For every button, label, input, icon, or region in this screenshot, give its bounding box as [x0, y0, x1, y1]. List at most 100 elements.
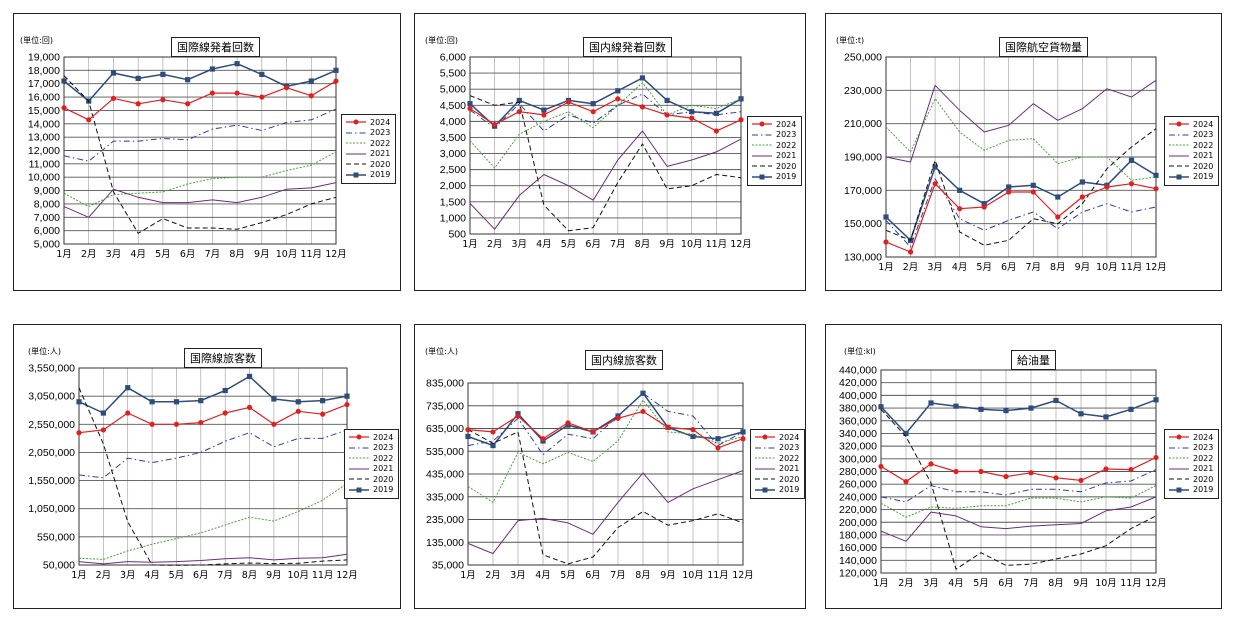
data-point-2019 [883, 214, 889, 220]
y-tick-label: 12,000 [28, 145, 60, 157]
legend-swatch-2019 [1169, 174, 1189, 180]
data-point-2024 [61, 105, 67, 111]
data-point-2019 [640, 390, 646, 396]
data-point-2024 [1006, 189, 1012, 195]
series-line-2023 [880, 469, 1157, 503]
legend-item-2024: 2024 [346, 117, 391, 128]
y-tick-label: 5,000 [34, 239, 60, 251]
legend-swatch-2022 [1169, 457, 1189, 459]
data-point-2024 [160, 97, 166, 103]
x-tick-label: 2月 [485, 570, 501, 581]
y-tick-label: 380,000 [839, 403, 877, 415]
legend-item-2022: 2022 [755, 453, 800, 464]
data-point-2019 [932, 164, 938, 170]
data-point-2024 [541, 112, 547, 118]
data-point-2019 [110, 70, 117, 76]
legend-label: 2019 [1193, 485, 1214, 495]
data-point-2024 [981, 204, 987, 210]
data-point-2019 [1055, 194, 1061, 200]
series-line-2023 [469, 93, 742, 132]
series-line-2021 [467, 470, 744, 555]
y-tick-label: 2,550,000 [28, 419, 75, 431]
legend-item-2023: 2023 [752, 130, 797, 141]
data-point-2024 [1103, 466, 1109, 472]
data-point-2019 [173, 399, 180, 405]
x-tick-label: 9月 [254, 249, 270, 260]
x-tick-label: 4月 [536, 239, 552, 250]
y-tick-label: 435,000 [426, 469, 464, 481]
legend-item-2023: 2023 [1169, 130, 1214, 141]
data-point-2024 [1003, 473, 1009, 480]
legend-label: 2023 [370, 128, 391, 138]
data-point-2019 [1053, 397, 1059, 404]
legend-label: 2024 [373, 432, 394, 442]
data-point-2024 [740, 436, 746, 442]
legend-swatch-2023 [1169, 134, 1189, 136]
x-tick-label: 3月 [106, 249, 122, 260]
legend-swatch-2021 [752, 155, 772, 157]
data-point-2019 [246, 373, 253, 380]
y-tick-label: 16,000 [28, 92, 60, 104]
unit-label: (単位:回) [425, 36, 458, 45]
x-tick-label: 6月 [585, 570, 601, 581]
data-point-2024 [565, 99, 572, 105]
x-tick-label: 10月 [276, 249, 298, 260]
legend-swatch-2019 [752, 174, 772, 180]
plot-frame [63, 56, 337, 245]
x-tick-label: 9月 [1073, 578, 1089, 589]
y-tick-label: 320,000 [839, 441, 877, 453]
legend-item-2024: 2024 [349, 432, 394, 443]
x-tick-label: 6月 [180, 249, 196, 260]
x-tick-label: 6月 [585, 239, 601, 250]
x-tick-label: 10月 [681, 239, 703, 250]
x-tick-label: 1月 [873, 578, 889, 589]
legend-label: 2022 [776, 140, 797, 150]
x-tick-label: 7月 [1023, 578, 1039, 589]
data-point-2019 [320, 398, 326, 404]
data-point-2024 [689, 115, 695, 121]
legend-swatch-2021 [346, 153, 366, 155]
series-line-2022 [78, 482, 348, 560]
series-line-2021 [63, 182, 337, 218]
data-point-2024 [76, 430, 82, 436]
data-point-2019 [928, 400, 934, 406]
x-tick-label: 1月 [462, 239, 478, 250]
chart-title: 国際線発着回数 [171, 37, 260, 57]
legend-swatch-2021 [349, 468, 369, 470]
data-point-2019 [149, 399, 155, 405]
legend-swatch-2020 [346, 163, 366, 165]
y-tick-label: 3,550,000 [28, 363, 75, 375]
x-tick-label: 5月 [973, 578, 989, 589]
legend-swatch-2024 [755, 434, 775, 440]
data-point-2019 [185, 77, 191, 83]
chart-title: 国内線発着回数 [583, 37, 672, 57]
legend-label: 2021 [776, 151, 797, 161]
legend-swatch-2024 [1169, 434, 1189, 440]
legend-item-2019: 2019 [1169, 485, 1214, 496]
legend-label: 2024 [776, 119, 797, 129]
legend-label: 2024 [370, 117, 391, 127]
x-tick-label: 11月 [706, 239, 728, 250]
x-tick-label: 9月 [660, 570, 676, 581]
unit-label: (単位:回) [20, 36, 53, 45]
legend-label: 2019 [776, 172, 797, 182]
legend-item-2023: 2023 [349, 443, 394, 454]
series-line-2022 [885, 98, 1157, 181]
y-tick-label: 6,000 [34, 225, 60, 237]
data-point-2024 [639, 104, 646, 110]
y-tick-label: 500 [448, 229, 466, 241]
x-tick-label: 2月 [898, 578, 914, 589]
data-point-2019 [713, 110, 719, 116]
legend-item-2024: 2024 [752, 119, 797, 130]
x-tick-label: 1月 [878, 262, 894, 273]
legend-swatch-2019 [755, 487, 775, 493]
y-tick-label: 300,000 [839, 453, 877, 465]
legend-label: 2023 [776, 130, 797, 140]
y-tick-label: 160,000 [839, 542, 877, 554]
y-tick-label: 18,000 [28, 65, 60, 77]
data-point-2024 [615, 96, 621, 102]
data-point-2019 [333, 67, 339, 73]
data-point-2024 [978, 468, 984, 475]
y-tick-label: 5,000 [440, 84, 466, 96]
legend-swatch-2024 [349, 434, 369, 440]
